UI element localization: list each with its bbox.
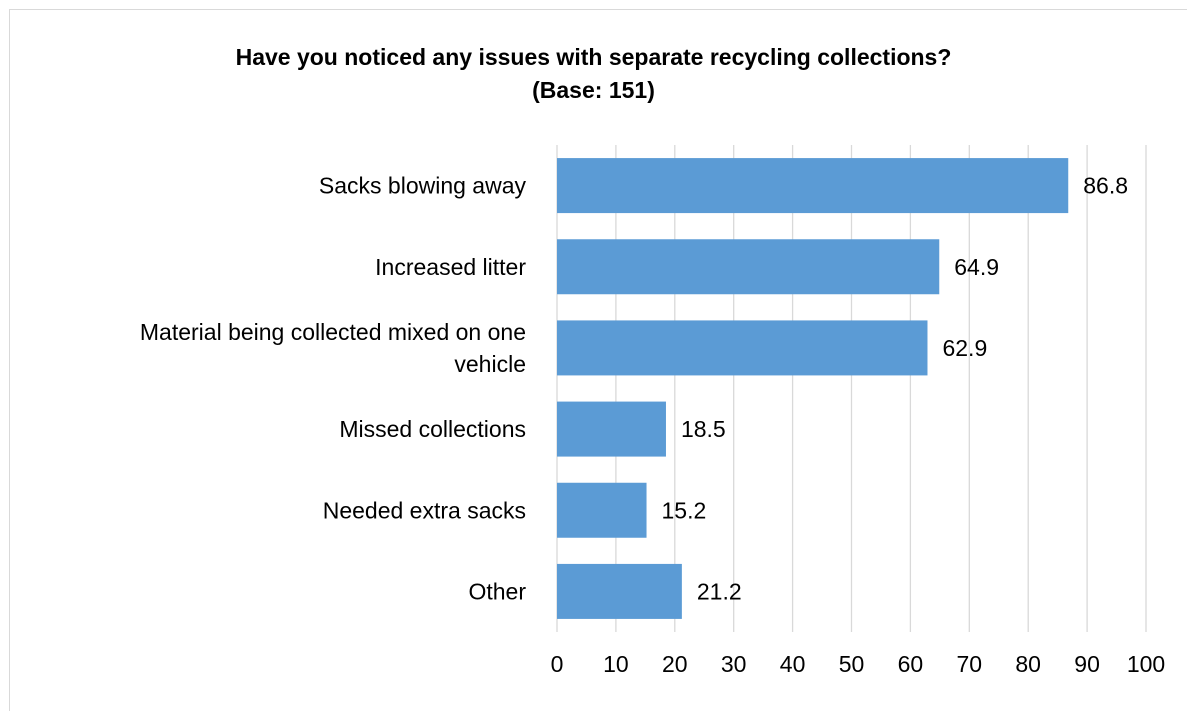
data-label: 18.5: [681, 416, 726, 442]
chart-title: Have you noticed any issues with separat…: [235, 44, 952, 70]
category-label: Material being collected mixed on one: [140, 319, 526, 345]
x-tick-label: 90: [1074, 651, 1100, 677]
data-label: 15.2: [662, 497, 707, 523]
chart-title-block: Have you noticed any issues with separat…: [0, 41, 1187, 107]
bar: [557, 239, 940, 295]
data-labels: 86.8 64.9 62.9 18.5 15.2 21.2: [662, 173, 1128, 605]
x-tick-label: 10: [603, 651, 629, 677]
bar: [557, 401, 666, 457]
category-label: vehicle: [454, 351, 526, 377]
bar: [557, 158, 1069, 214]
category-labels: Sacks blowing away Increased litter Materi…: [140, 173, 527, 605]
chart-subtitle: (Base: 151): [532, 77, 655, 103]
category-label: Other: [468, 578, 526, 604]
category-label: Missed collections: [339, 416, 526, 442]
x-axis-tick-labels: 0 10 20 30 40 50 60 70 80 90 100: [551, 651, 1166, 677]
x-tick-label: 20: [662, 651, 688, 677]
category-label: Sacks blowing away: [319, 173, 527, 199]
x-tick-label: 30: [721, 651, 747, 677]
x-tick-label: 70: [957, 651, 983, 677]
x-tick-label: 100: [1127, 651, 1165, 677]
x-tick-label: 80: [1015, 651, 1041, 677]
data-label: 62.9: [942, 335, 987, 361]
category-label: Needed extra sacks: [323, 497, 526, 523]
gridlines: [556, 145, 1147, 632]
data-label: 86.8: [1083, 173, 1128, 199]
bar: [557, 482, 647, 538]
bar: [557, 563, 682, 619]
x-tick-label: 40: [780, 651, 806, 677]
category-label: Increased litter: [375, 254, 526, 280]
bars: [557, 158, 1069, 619]
x-tick-label: 0: [551, 651, 564, 677]
x-tick-label: 50: [839, 651, 865, 677]
data-label: 21.2: [697, 578, 742, 604]
x-tick-label: 60: [898, 651, 924, 677]
data-label: 64.9: [954, 254, 999, 280]
bar: [557, 320, 928, 376]
